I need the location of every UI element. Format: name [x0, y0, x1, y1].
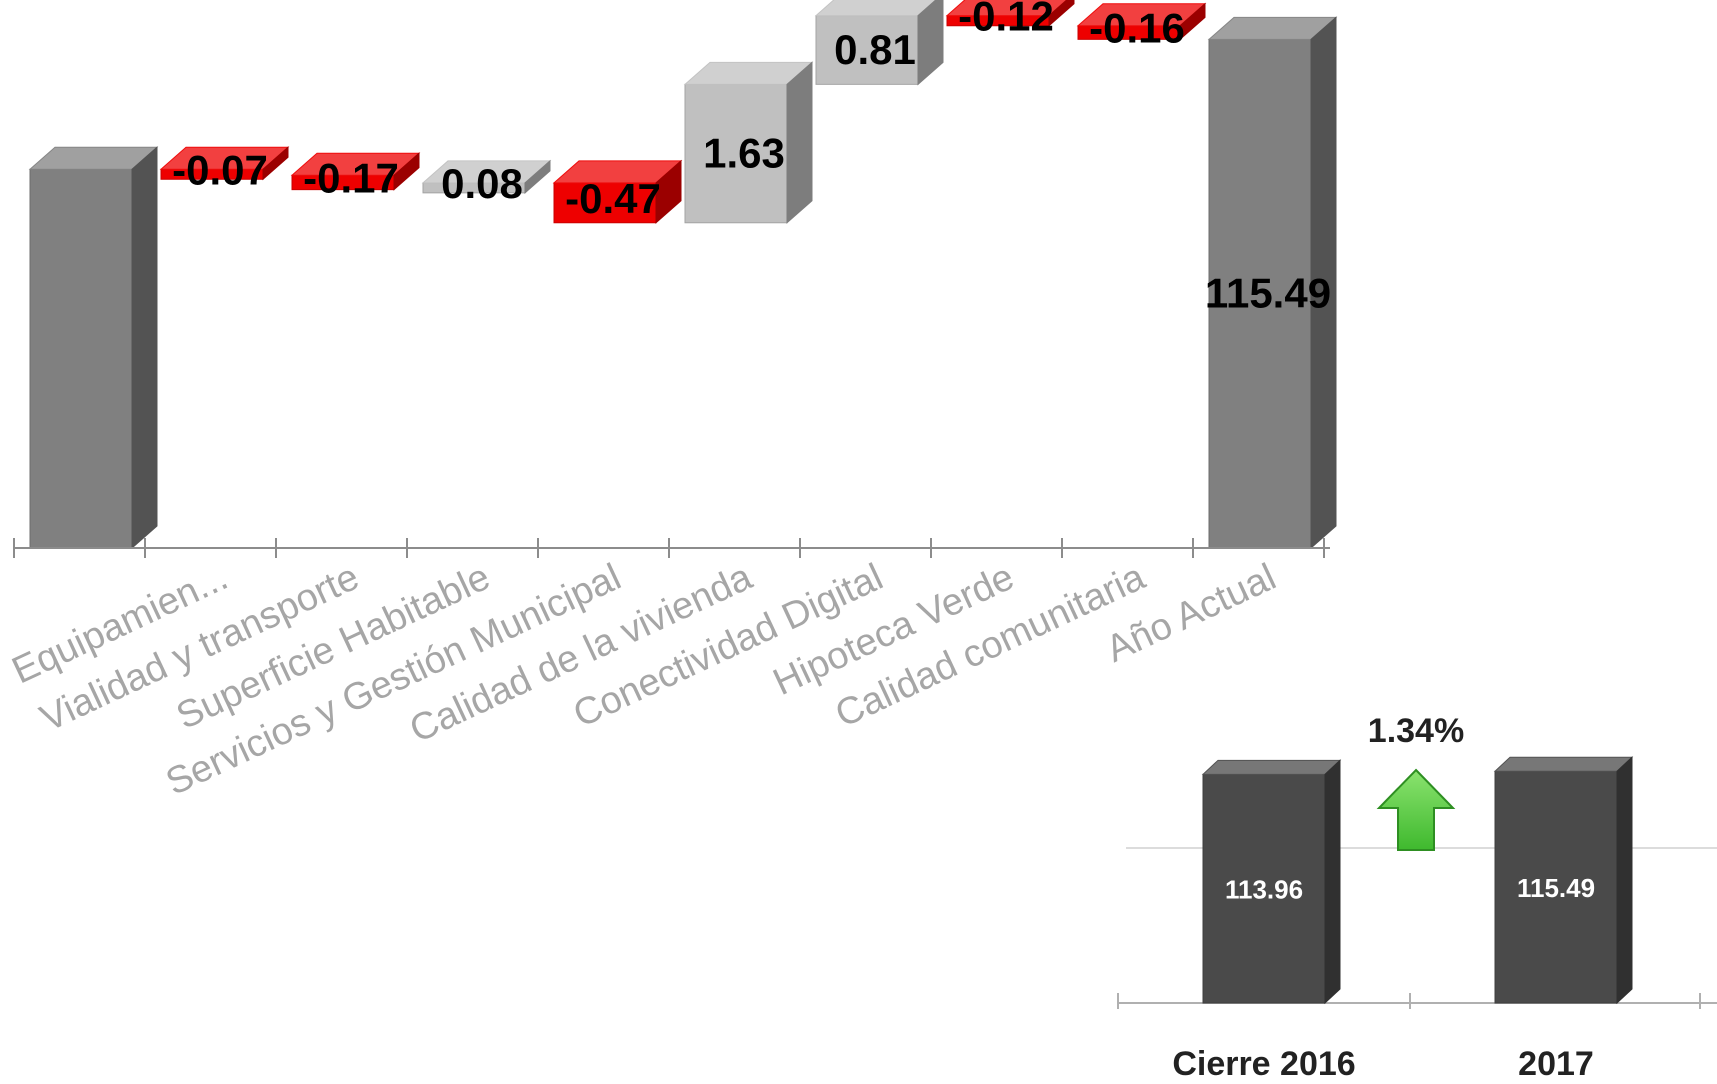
comparison-bar-0-top — [1201, 759, 1342, 775]
waterfall-bar-7-decrease-top — [945, 0, 1068, 17]
comparison-category-label-1: 2017 — [1518, 1045, 1594, 1083]
waterfall-bar-7-decrease — [945, 0, 1075, 27]
waterfall-bar-5-increase-side — [786, 61, 813, 224]
waterfall-bar-7-decrease-side — [1048, 0, 1075, 27]
waterfall-bar-8-decrease — [1076, 2, 1207, 41]
data-label-9: 115.49 — [1205, 270, 1331, 317]
data-label-6: 0.81 — [834, 26, 916, 73]
waterfall-bar-9-total-front — [1208, 38, 1312, 549]
waterfall-bar-8-decrease-side — [1179, 2, 1206, 41]
data-label-2: -0.17 — [303, 154, 399, 201]
waterfall-bar-6-increase-front — [815, 15, 919, 85]
comparison-category-label-0: Cierre 2016 — [1172, 1045, 1355, 1083]
waterfall-bar-0-start-front — [29, 168, 133, 549]
waterfall-bar-6-increase-side — [917, 0, 944, 86]
comparison-bar-0-side — [1324, 759, 1341, 1005]
waterfall-bar-6-increase — [814, 0, 944, 86]
comparison-bar-1-side — [1616, 756, 1633, 1005]
data-label-8: -0.16 — [1089, 5, 1185, 52]
comparison-bar-1 — [1493, 756, 1634, 1005]
waterfall-bar-5-increase-front — [684, 83, 788, 224]
data-label-1: -0.07 — [172, 146, 268, 193]
waterfall-bar-4-decrease-side — [655, 159, 682, 224]
data-label-7: -0.12 — [958, 0, 1054, 40]
data-label-4: -0.47 — [565, 175, 661, 222]
waterfall-bar-1-decrease — [159, 146, 290, 181]
waterfall-bar-0-start-side — [131, 146, 158, 550]
waterfall-bar-5-increase — [683, 61, 814, 224]
percent-change-annotation: 1.34% — [1368, 712, 1464, 750]
data-label-5: 1.63 — [703, 130, 785, 177]
waterfall-bar-4-decrease — [552, 159, 683, 224]
waterfall-bar-3-increase-side — [524, 159, 551, 194]
comparison-data-label-1: 115.49 — [1517, 873, 1595, 903]
comparison-bar-0 — [1201, 759, 1342, 1005]
comparison-data-label-0: 113.96 — [1225, 875, 1303, 905]
waterfall-bar-1-decrease-side — [262, 146, 289, 181]
waterfall-bar-0-start — [28, 146, 159, 550]
waterfall-bar-9-total-side — [1310, 16, 1337, 550]
waterfall-bar-3-increase — [421, 159, 552, 194]
waterfall-bar-4-decrease-front — [553, 182, 657, 224]
comparison-bar-1-front — [1494, 770, 1618, 1004]
waterfall-bar-2-decrease-side — [393, 152, 420, 191]
waterfall-bar-6-increase-top — [814, 0, 937, 17]
up-arrow-icon — [1376, 768, 1456, 851]
comparison-bar-0-front — [1202, 773, 1326, 1004]
data-label-3: 0.08 — [441, 160, 523, 207]
waterfall-bar-2-decrease — [290, 152, 421, 191]
waterfall-bar-9-total — [1207, 16, 1338, 550]
comparison-bar-1-top — [1493, 756, 1634, 772]
